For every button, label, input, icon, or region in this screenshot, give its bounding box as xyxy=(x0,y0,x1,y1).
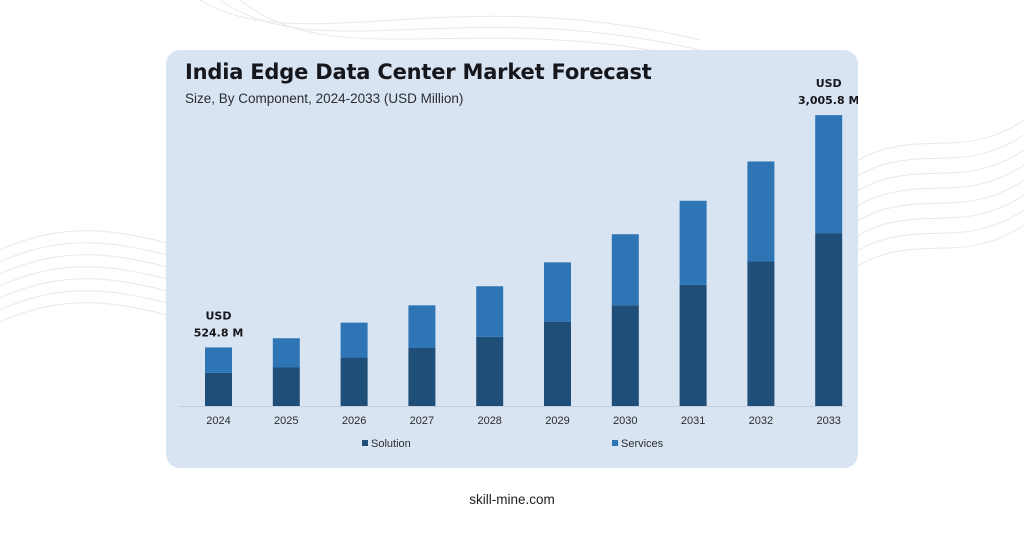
bar-solution-2025 xyxy=(272,367,300,406)
x-tick-label: 2027 xyxy=(410,415,434,427)
annotation-label-line2: 524.8 M xyxy=(194,326,244,339)
footer-site: skill-mine.com xyxy=(469,492,555,507)
bar-services-2025 xyxy=(272,338,300,368)
legend-label-solution: Solution xyxy=(371,438,411,450)
annotation-label-line2: 3,005.8 M xyxy=(798,94,858,107)
bar-solution-2026 xyxy=(340,357,368,406)
legend-swatch-solution xyxy=(362,440,368,446)
bar-solution-2031 xyxy=(679,284,707,406)
x-tick-label: 2028 xyxy=(477,415,501,427)
x-tick-label: 2031 xyxy=(681,415,705,427)
bar-solution-2033 xyxy=(815,233,843,406)
x-tick-label: 2032 xyxy=(749,415,773,427)
x-tick-label: 2025 xyxy=(274,415,298,427)
bar-chart: 2024 2025 2026 2027 2028 2029 2030 2031 2032 2033… xyxy=(178,77,858,450)
bar-solution-2028 xyxy=(476,336,504,406)
legend-label-services: Services xyxy=(621,438,664,450)
bar-services-2024 xyxy=(205,347,232,373)
legend-swatch-services xyxy=(612,440,618,446)
bar-solution-2032 xyxy=(747,261,775,406)
annotation-label-line1: USD xyxy=(816,77,842,90)
bar-services-2027 xyxy=(408,305,436,348)
bar-solution-2024 xyxy=(205,372,232,406)
bar-services-2031 xyxy=(679,200,707,285)
x-tick-label: 2033 xyxy=(816,415,840,427)
bar-services-2032 xyxy=(747,161,775,262)
bar-services-2033 xyxy=(815,115,843,234)
chart-card: India Edge Data Center Market Forecast S… xyxy=(166,50,858,468)
bar-solution-2027 xyxy=(408,347,436,406)
bar-solution-2030 xyxy=(611,305,639,406)
chart-subtitle: Size, By Component, 2024-2033 (USD Milli… xyxy=(185,91,464,106)
bar-services-2026 xyxy=(340,322,368,358)
chart-title: India Edge Data Center Market Forecast xyxy=(185,60,652,84)
x-tick-label: 2030 xyxy=(613,415,637,427)
x-tick-label: 2024 xyxy=(206,415,230,427)
x-tick-label: 2026 xyxy=(342,415,366,427)
annotation-label-line1: USD xyxy=(206,309,232,322)
bar-services-2029 xyxy=(544,262,571,322)
bar-solution-2029 xyxy=(544,321,571,406)
x-tick-label: 2029 xyxy=(545,415,569,427)
bar-services-2030 xyxy=(611,234,639,306)
bar-services-2028 xyxy=(476,286,504,337)
